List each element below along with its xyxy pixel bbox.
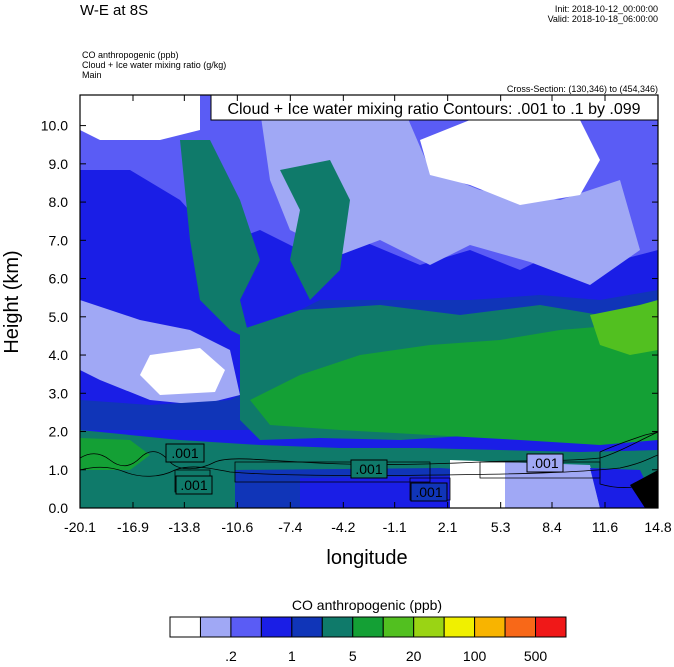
x-tick-label: -13.8 [168, 519, 200, 535]
init-valid-times: Init: 2018-10-12_00:00:00 Valid: 2018-10… [548, 4, 658, 24]
colorbar-label: 5 [349, 648, 357, 664]
colorbar-label: 20 [406, 648, 422, 664]
colorbar-title: CO anthropogenic (ppb) [292, 597, 442, 613]
plot-frame [79, 94, 659, 509]
y-tick-label: 7.0 [49, 232, 69, 248]
field-teal-column [180, 140, 260, 340]
colorbar-swatch [352, 616, 384, 638]
contour-labels: .001 .001 .001 .001 .001 [165, 443, 564, 502]
x-tick-label: 5.3 [491, 519, 511, 535]
colorbar-swatch [291, 616, 323, 638]
y-axis-title: Height (km) [1, 250, 23, 353]
cross-section-label: Cross-Section: (130,346) to (454,346) [506, 84, 658, 94]
colorbar-label: 500 [524, 648, 548, 664]
colorbar-swatch [260, 616, 293, 638]
field-terrain [630, 470, 658, 508]
colorbar-label: .2 [225, 648, 237, 664]
y-axis: 0.0 1.0 2.0 3.0 4.0 5.0 6.0 7.0 8.0 9.0 10.0 [41, 118, 658, 516]
field-shading [80, 95, 658, 508]
colorbar-swatch [321, 616, 354, 638]
contour-label-1: .001 [171, 445, 198, 461]
y-tick-label: 0.0 [49, 500, 69, 516]
field-upper-white [420, 110, 600, 205]
colorbar-swatch [504, 616, 537, 638]
x-axis: -20.1 -16.9 -13.8 -10.6 -7.4 -4.2 -1.1 2.1 5.3 8.… [64, 95, 672, 535]
colorbar-swatch [382, 616, 415, 638]
field-lower-green [80, 438, 150, 470]
x-tick-label: -7.4 [278, 519, 302, 535]
colorbar [169, 616, 567, 638]
x-tick-label: -4.2 [331, 519, 355, 535]
y-tick-label: 9.0 [49, 156, 69, 172]
variable-cloud: Cloud + Ice water mixing ratio (g/kg) [82, 60, 227, 70]
variable-list: CO anthropogenic (ppb) Cloud + Ice water… [82, 50, 226, 80]
field-surface-white [450, 460, 505, 508]
colorbar-swatch [474, 616, 506, 638]
variable-co: CO anthropogenic (ppb) [82, 50, 179, 60]
colorbar-swatch [230, 616, 262, 638]
colorbar-swatch [535, 616, 567, 638]
contour-label-4: .001 [415, 484, 442, 500]
contour-label-2: .001 [180, 477, 207, 493]
y-tick-label: 1.0 [49, 462, 69, 478]
colorbar-label: 1 [288, 648, 296, 664]
y-tick-label: 5.0 [49, 309, 69, 325]
colorbar-label: 100 [463, 648, 487, 664]
field-green-layer [250, 320, 658, 445]
x-tick-label: -1.1 [383, 519, 407, 535]
y-tick-label: 10.0 [41, 118, 68, 134]
contour-info-text: Cloud + Ice water mixing ratio Contours:… [227, 101, 640, 118]
x-tick-label: -10.6 [221, 519, 253, 535]
field-upper-light [260, 100, 640, 285]
x-tick-label: -20.1 [64, 519, 96, 535]
y-tick-label: 8.0 [49, 194, 69, 210]
chart-title: W-E at 8S [80, 2, 149, 19]
y-tick-label: 3.0 [49, 385, 69, 401]
field-lightgreen-patch [590, 300, 658, 355]
contour-info-box [210, 94, 659, 121]
colorbar-labels: .2 1 5 20 100 500 [225, 648, 547, 664]
init-time: Init: 2018-10-12_00:00:00 [554, 4, 658, 14]
x-tick-label: 11.6 [592, 519, 618, 535]
field-left-white [140, 348, 225, 395]
field-topleft-white [80, 95, 200, 140]
colorbar-swatch [443, 616, 476, 638]
colorbar-swatch [169, 616, 201, 638]
valid-time: Valid: 2018-10-18_06:00:00 [547, 14, 658, 24]
y-tick-label: 2.0 [49, 424, 69, 440]
variable-main: Main [82, 70, 102, 80]
x-axis-title: longitude [326, 547, 407, 569]
x-tick-label: -16.9 [117, 519, 149, 535]
x-tick-label: 2.1 [438, 519, 458, 535]
field-teal-column2 [280, 160, 350, 300]
contour-label-5: .001 [531, 455, 558, 471]
contour-label-3: .001 [355, 461, 382, 477]
x-tick-label: 8.4 [542, 519, 562, 535]
colorbar-swatch [199, 616, 232, 638]
y-tick-label: 6.0 [49, 271, 69, 287]
y-tick-label: 4.0 [49, 347, 69, 363]
x-tick-label: 14.8 [644, 519, 671, 535]
colorbar-swatch [413, 616, 445, 638]
